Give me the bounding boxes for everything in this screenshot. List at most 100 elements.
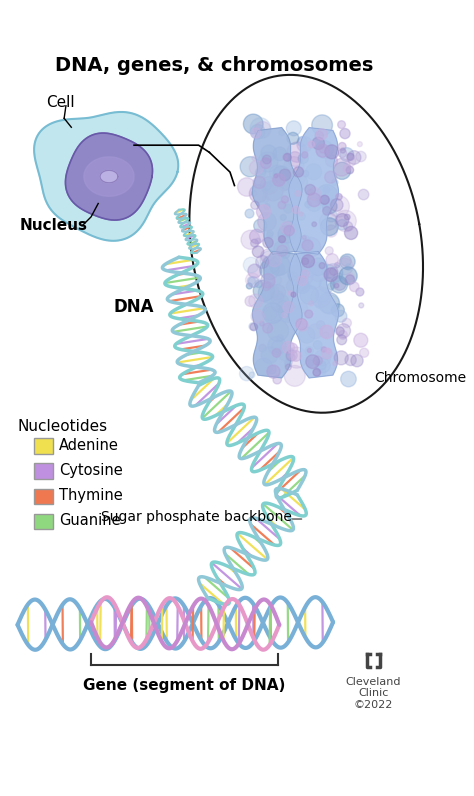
Circle shape — [295, 190, 301, 197]
Circle shape — [286, 350, 297, 361]
Circle shape — [297, 320, 308, 331]
Circle shape — [293, 167, 303, 177]
Circle shape — [296, 268, 313, 285]
Circle shape — [347, 154, 354, 160]
Circle shape — [342, 318, 351, 327]
Circle shape — [345, 214, 350, 220]
Circle shape — [288, 152, 302, 166]
Circle shape — [309, 301, 314, 306]
Circle shape — [260, 251, 281, 271]
Circle shape — [281, 196, 289, 203]
Circle shape — [306, 189, 315, 198]
Circle shape — [299, 327, 315, 343]
Circle shape — [308, 187, 321, 200]
Circle shape — [282, 313, 287, 318]
Circle shape — [339, 267, 357, 285]
Circle shape — [343, 165, 351, 172]
Circle shape — [333, 162, 351, 179]
Circle shape — [307, 275, 321, 289]
Circle shape — [321, 348, 332, 359]
Circle shape — [321, 295, 340, 314]
Circle shape — [331, 304, 344, 317]
Circle shape — [288, 265, 306, 283]
Circle shape — [261, 145, 277, 161]
Circle shape — [347, 150, 361, 164]
Circle shape — [260, 322, 264, 326]
Circle shape — [243, 257, 259, 273]
Circle shape — [333, 273, 343, 283]
Circle shape — [284, 225, 294, 236]
Circle shape — [261, 177, 278, 194]
Circle shape — [357, 142, 362, 146]
Circle shape — [289, 353, 295, 360]
Circle shape — [338, 149, 346, 158]
Circle shape — [333, 361, 337, 365]
Circle shape — [297, 302, 308, 313]
Circle shape — [269, 255, 290, 275]
Circle shape — [268, 337, 286, 355]
Circle shape — [287, 142, 307, 162]
Circle shape — [328, 196, 349, 217]
Circle shape — [351, 354, 363, 367]
Circle shape — [323, 186, 330, 193]
Circle shape — [246, 283, 252, 289]
Circle shape — [279, 169, 291, 181]
Circle shape — [283, 302, 294, 313]
Circle shape — [255, 256, 269, 268]
Circle shape — [276, 173, 284, 181]
Circle shape — [359, 303, 364, 308]
Circle shape — [346, 275, 355, 284]
Circle shape — [279, 179, 290, 191]
Circle shape — [284, 365, 305, 386]
Circle shape — [277, 334, 283, 341]
Circle shape — [347, 273, 354, 280]
Circle shape — [278, 345, 294, 361]
Text: DNA, genes, & chromosomes: DNA, genes, & chromosomes — [55, 56, 373, 75]
Text: Adenine: Adenine — [59, 438, 118, 453]
Polygon shape — [34, 112, 178, 241]
Circle shape — [272, 340, 284, 353]
Circle shape — [325, 210, 337, 222]
Circle shape — [302, 236, 306, 240]
Circle shape — [320, 369, 326, 374]
Circle shape — [297, 137, 307, 146]
Circle shape — [286, 167, 306, 187]
Circle shape — [255, 122, 271, 139]
Circle shape — [324, 263, 343, 283]
Circle shape — [287, 132, 299, 144]
Circle shape — [299, 212, 303, 216]
Circle shape — [337, 335, 346, 345]
Text: Cleveland
Clinic
©2022: Cleveland Clinic ©2022 — [346, 677, 401, 710]
Circle shape — [360, 348, 369, 357]
Circle shape — [336, 258, 353, 275]
Text: Gene (segment of DNA): Gene (segment of DNA) — [83, 677, 285, 693]
Circle shape — [261, 249, 274, 263]
Circle shape — [286, 121, 301, 136]
Circle shape — [267, 320, 289, 341]
Circle shape — [322, 203, 330, 211]
Circle shape — [246, 273, 259, 287]
Circle shape — [241, 230, 260, 249]
Circle shape — [240, 157, 260, 177]
Circle shape — [326, 254, 338, 266]
Circle shape — [309, 262, 329, 282]
Circle shape — [301, 152, 308, 158]
Circle shape — [305, 310, 313, 318]
Circle shape — [250, 124, 265, 139]
Circle shape — [271, 294, 289, 313]
Circle shape — [307, 349, 311, 353]
Text: Nucleotides: Nucleotides — [18, 419, 108, 434]
Circle shape — [321, 347, 327, 352]
Circle shape — [250, 118, 271, 139]
Polygon shape — [289, 127, 338, 254]
Circle shape — [263, 181, 283, 201]
Circle shape — [267, 232, 273, 238]
Circle shape — [320, 218, 338, 236]
Circle shape — [292, 267, 309, 283]
Circle shape — [251, 201, 259, 209]
Circle shape — [262, 196, 269, 202]
Circle shape — [307, 197, 321, 212]
Circle shape — [295, 244, 309, 259]
Circle shape — [338, 142, 346, 150]
Text: Cytosine: Cytosine — [59, 462, 122, 478]
